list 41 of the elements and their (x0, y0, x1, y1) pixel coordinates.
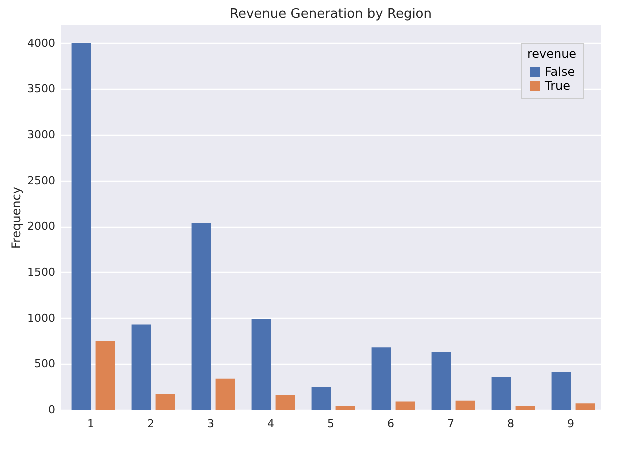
x-tick-label: 3 (208, 418, 214, 430)
bar (156, 394, 175, 410)
bar (132, 324, 151, 410)
x-tick-label: 8 (508, 418, 514, 430)
x-tick-label: 5 (328, 418, 334, 430)
bar (312, 387, 331, 410)
bar (456, 400, 475, 410)
bar (396, 402, 415, 410)
y-tick-label: 3000 (28, 128, 56, 142)
bar (216, 378, 235, 410)
bar (516, 406, 535, 410)
x-tick-label: 7 (448, 418, 454, 430)
y-tick-label: 4000 (28, 36, 56, 50)
x-tick-label: 6 (388, 418, 394, 430)
bar (336, 406, 355, 410)
y-tick-label: 500 (34, 358, 56, 371)
chart-title: Revenue Generation by Region (230, 7, 432, 22)
bar (252, 319, 271, 410)
y-tick-label: 2500 (28, 174, 56, 188)
bar (492, 377, 511, 410)
y-tick-label: 3500 (28, 82, 56, 96)
y-tick-label: 1500 (28, 266, 56, 279)
legend-label: False (545, 65, 576, 79)
bar (552, 372, 571, 410)
x-tick-label: 9 (568, 418, 574, 430)
bar (372, 348, 391, 410)
bar (576, 404, 595, 410)
bar (96, 341, 115, 410)
x-tick-label: 1 (88, 418, 94, 430)
x-tick-label: 2 (148, 418, 154, 430)
bar (192, 223, 211, 410)
legend-label: True (544, 79, 570, 93)
y-axis-title: Frequency (10, 187, 24, 249)
bar (432, 352, 451, 410)
y-tick-label: 1000 (28, 312, 56, 325)
legend-title: revenue (527, 47, 577, 61)
bar (276, 395, 295, 410)
bar (72, 43, 91, 410)
y-tick-label: 0 (48, 404, 56, 416)
x-tick-label: 4 (268, 418, 274, 430)
y-tick-label: 2000 (28, 220, 56, 234)
